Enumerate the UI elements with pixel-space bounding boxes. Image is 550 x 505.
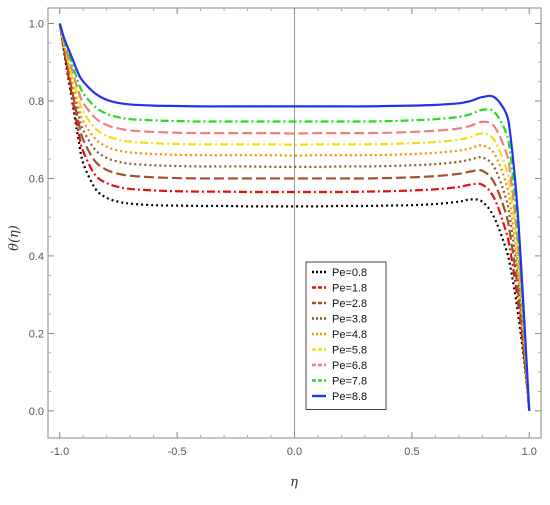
series-line-9 xyxy=(58,23,531,411)
y-tick-label: 0.8 xyxy=(29,96,44,108)
legend-label-1: Pe=0.8 xyxy=(332,267,367,279)
x-tick-label: 1.0 xyxy=(522,446,537,458)
series-line-6 xyxy=(58,23,531,411)
legend: Pe=0.8 Pe=1.8 Pe=2.8 Pe=3.8 Pe=4.8 Pe=5.8 Pe=6… xyxy=(305,261,387,410)
legend-label-4: Pe=3.8 xyxy=(332,314,367,326)
y-tick-label: 0.6 xyxy=(29,173,44,185)
series-line-3 xyxy=(58,23,531,411)
legend-label-2: Pe=1.8 xyxy=(332,283,367,295)
legend-label-8: Pe=7.8 xyxy=(332,376,367,388)
x-tick-label: -1.0 xyxy=(50,446,69,458)
y-tick-label: 0.4 xyxy=(29,251,44,263)
legend-label-9: Pe=8.8 xyxy=(332,391,367,403)
series-line-7 xyxy=(58,23,531,411)
x-tick-label: 0.5 xyxy=(404,446,419,458)
legend-label-3: Pe=2.8 xyxy=(332,298,367,310)
series-line-5 xyxy=(58,23,531,411)
y-tick-label: 1.0 xyxy=(29,18,44,30)
y-tick-label: 0.0 xyxy=(29,406,44,418)
x-tick-label: -0.5 xyxy=(168,446,187,458)
y-tick-label: 0.2 xyxy=(29,328,44,340)
series-line-4 xyxy=(58,23,531,411)
y-axis-title: θ(η) xyxy=(7,225,22,251)
legend-label-7: Pe=6.8 xyxy=(332,360,367,372)
series-line-2 xyxy=(58,23,531,411)
series-lines xyxy=(58,23,531,411)
x-tick-label: 0.0 xyxy=(287,446,302,458)
legend-label-5: Pe=4.8 xyxy=(332,329,367,341)
series-line-1 xyxy=(58,23,531,411)
series-line-8 xyxy=(58,23,531,411)
x-axis-title: η xyxy=(290,475,298,490)
axes: -1.0 -0.5 0.0 0.5 1.0 0.0 0.2 0.4 0.6 0.8 1.0 xyxy=(29,8,541,458)
legend-label-6: Pe=5.8 xyxy=(332,345,367,357)
